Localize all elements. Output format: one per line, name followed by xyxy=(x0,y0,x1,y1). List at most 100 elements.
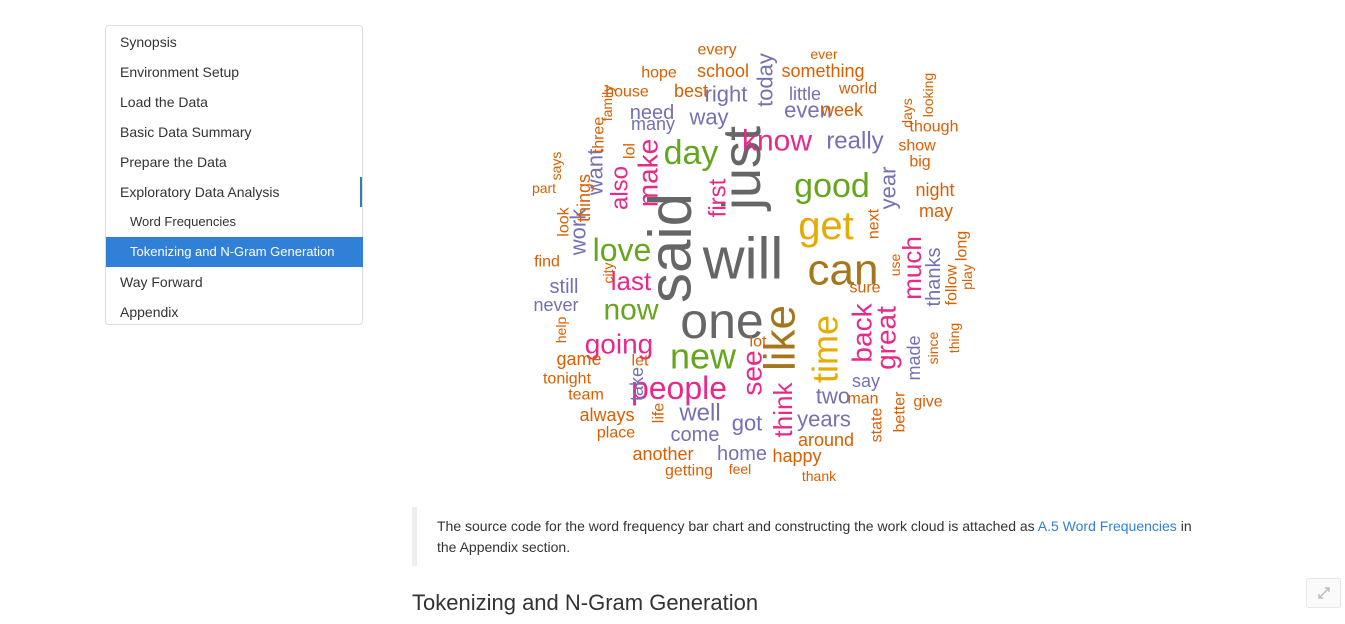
cloud-word-city: city xyxy=(600,263,616,284)
cloud-word-team: team xyxy=(568,387,604,404)
cloud-word-even: even xyxy=(784,98,832,123)
cloud-word-time: time xyxy=(805,315,846,383)
cloud-word-help: help xyxy=(553,317,569,344)
cloud-word-got: got xyxy=(732,411,763,436)
cloud-word-big: big xyxy=(909,154,930,171)
toc-item-appendix[interactable]: Appendix xyxy=(120,304,179,320)
cloud-word-family: family xyxy=(599,85,615,122)
cloud-word-man: man xyxy=(847,391,878,408)
cloud-word-use: use xyxy=(887,254,903,277)
cloud-word-never: never xyxy=(533,295,578,315)
cloud-word-lot: lot xyxy=(750,334,767,351)
cloud-word-need: need xyxy=(630,102,675,124)
cloud-word-day: day xyxy=(664,134,719,172)
section-heading: Tokenizing and N-Gram Generation xyxy=(412,590,759,615)
cloud-word-years: years xyxy=(797,407,851,432)
note-text-after: in the Appendix section. xyxy=(437,518,1192,555)
cloud-word-thanks: thanks xyxy=(923,248,945,307)
cloud-word-sure: sure xyxy=(849,280,880,297)
cloud-word-home: home xyxy=(717,443,767,465)
cloud-word-says: says xyxy=(548,152,564,181)
cloud-word-may: may xyxy=(919,201,953,221)
cloud-word-will: will xyxy=(702,227,784,292)
cloud-word-around: around xyxy=(798,430,854,450)
cloud-word-get: get xyxy=(798,204,854,248)
cloud-word-come: come xyxy=(671,424,720,446)
cloud-word-school: school xyxy=(697,61,749,81)
toc-item-synopsis[interactable]: Synopsis xyxy=(120,34,177,50)
cloud-word-first: first xyxy=(705,178,732,217)
cloud-word-look: look xyxy=(556,206,573,236)
toc-item-exploratory-data-analysis[interactable]: Exploratory Data Analysis xyxy=(106,177,362,207)
cloud-word-one: one xyxy=(680,293,763,349)
cloud-word-game: game xyxy=(556,349,601,369)
cloud-word-every: every xyxy=(697,42,736,59)
cloud-word-state: state xyxy=(869,408,886,443)
toc-item-way-forward[interactable]: Way Forward xyxy=(120,274,203,290)
cloud-word-new: new xyxy=(670,336,737,377)
cloud-word-best: best xyxy=(674,81,708,101)
cloud-word-thing: thing xyxy=(946,323,962,353)
cloud-word-show: show xyxy=(898,138,936,155)
cloud-word-two: two xyxy=(816,384,850,409)
cloud-word-much: much xyxy=(897,236,927,300)
cloud-word-better: better xyxy=(892,391,909,433)
word-cloud-image: said will just one can get like time good new know… xyxy=(520,28,980,488)
cloud-word-follow: follow xyxy=(944,264,961,305)
cloud-word-back: back xyxy=(847,302,878,362)
cloud-word-place: place xyxy=(597,425,635,442)
cloud-word-let: let xyxy=(632,353,649,370)
cloud-word-something: something xyxy=(781,61,864,81)
cloud-word-way: way xyxy=(688,105,728,130)
cloud-word-happy: happy xyxy=(772,446,821,466)
cloud-word-work: work xyxy=(566,208,591,256)
cloud-word-world: world xyxy=(838,81,877,98)
cloud-word-week: week xyxy=(820,100,864,120)
cloud-word-next: next xyxy=(866,208,883,239)
cloud-word-take: take xyxy=(627,367,647,401)
cloud-word-hope: hope xyxy=(641,65,677,82)
toc-item-environment-setup[interactable]: Environment Setup xyxy=(120,64,240,80)
cloud-word-feel: feel xyxy=(729,461,752,477)
cloud-word-days: days xyxy=(899,98,915,128)
cloud-word-house: house xyxy=(605,84,649,101)
cloud-word-now: now xyxy=(603,294,658,327)
cloud-word-getting: getting xyxy=(665,463,713,480)
toc-item-tokenizing[interactable]: Tokenizing and N-Gram Generation xyxy=(106,237,363,267)
cloud-word-many: many xyxy=(631,114,675,134)
cloud-word-make: make xyxy=(633,139,664,207)
toc-item-prepare-the-data[interactable]: Prepare the Data xyxy=(120,154,227,170)
toc-item-word-frequencies[interactable]: Word Frequencies xyxy=(130,214,236,229)
cloud-word-since: since xyxy=(925,331,941,364)
source-code-note: The source code for the word frequency b… xyxy=(412,507,1202,566)
cloud-word-ever: ever xyxy=(810,46,838,62)
cloud-word-just: just xyxy=(712,126,772,212)
cloud-word-really: really xyxy=(826,128,883,155)
cloud-word-see: see xyxy=(737,350,768,395)
expand-icon xyxy=(1317,587,1330,599)
cloud-word-said: said xyxy=(637,193,704,303)
cloud-word-today: today xyxy=(753,53,778,107)
cloud-word-good: good xyxy=(794,167,870,205)
cloud-word-know: know xyxy=(742,125,812,158)
toc-item-load-the-data[interactable]: Load the Data xyxy=(120,94,208,110)
word-frequencies-link[interactable]: A.5 Word Frequencies xyxy=(1037,518,1177,534)
expand-button[interactable] xyxy=(1306,578,1341,608)
cloud-word-going: going xyxy=(585,329,654,360)
cloud-word-still: still xyxy=(550,276,579,298)
cloud-word-thank: thank xyxy=(802,468,837,484)
cloud-word-part: part xyxy=(532,180,556,196)
cloud-word-year: year xyxy=(876,167,901,210)
cloud-word-give: give xyxy=(913,394,942,411)
cloud-word-right: right xyxy=(705,82,748,107)
cloud-word-things: things xyxy=(574,174,594,222)
toc-sidebar: Synopsis Environment Setup Load the Data… xyxy=(105,25,363,325)
cloud-word-well: well xyxy=(678,400,720,427)
cloud-word-play: play xyxy=(959,264,975,290)
cloud-word-little: little xyxy=(789,84,821,104)
cloud-word-made: made xyxy=(904,335,924,380)
toc-item-basic-data-summary[interactable]: Basic Data Summary xyxy=(120,124,252,140)
cloud-word-another: another xyxy=(632,444,693,464)
cloud-word-always: always xyxy=(579,405,634,425)
